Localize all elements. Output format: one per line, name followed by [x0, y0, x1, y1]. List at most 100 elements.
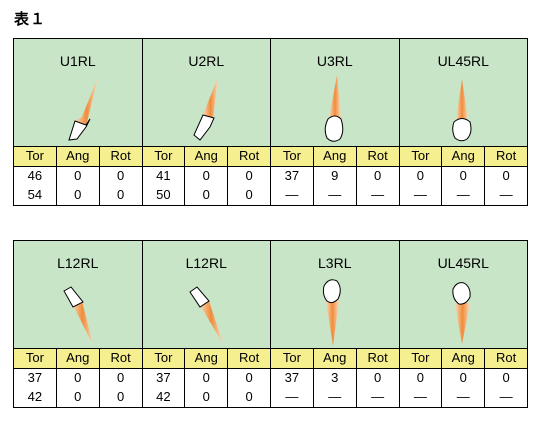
value-cell: 42 [156, 389, 171, 404]
tooth-name: UL45RL [437, 53, 489, 69]
value-row: 42 0 0 [14, 388, 142, 407]
column-header-label: Tor [154, 148, 173, 164]
value-row: 37 3 0 [271, 369, 399, 388]
lower-incisor-icon [63, 286, 93, 345]
upper-lateral-incisor-icon [192, 77, 218, 141]
column-header-label: Rot [484, 147, 527, 166]
value-row: — — — [400, 186, 528, 205]
column-header-label: Tor [411, 148, 430, 164]
value-cell: 0 [55, 186, 99, 205]
value-cell: 0 [441, 167, 484, 186]
column-header-label: Tor [411, 350, 430, 366]
value-cell: 42 [27, 389, 43, 404]
column-header-label: Rot [227, 349, 270, 368]
value-cell: 0 [227, 388, 270, 407]
value-cell: — [285, 389, 299, 404]
column-header: Tor Ang Rot [142, 349, 270, 369]
column-header-label: Tor [282, 148, 301, 164]
value-row: 54 0 0 [14, 186, 142, 205]
tooth-name: L3RL [318, 255, 352, 271]
tooth-name: L12RL [57, 255, 99, 271]
value-cell: 0 [184, 167, 227, 186]
column-header-label: Ang [55, 349, 99, 368]
value-row: — — — [271, 388, 399, 407]
column-header-label: Tor [282, 350, 301, 366]
tooth-cell: L12RL Tor Ang Rot 37 0 0 42 0 0 [14, 241, 143, 407]
column-header-label: Ang [441, 147, 484, 166]
column-header-label: Ang [312, 147, 356, 166]
tooth-name: UL45RL [437, 255, 489, 271]
value-cell: 50 [156, 187, 171, 202]
value-cell: 3 [312, 369, 356, 388]
value-cell: 0 [484, 369, 527, 388]
value-cell: 0 [227, 167, 270, 186]
table-title: 表１ [14, 11, 47, 28]
value-row: — — — [271, 186, 399, 205]
value-cell: 0 [441, 369, 484, 388]
value-cell: 37 [284, 168, 300, 183]
value-cell: 0 [416, 168, 425, 183]
value-cell: 0 [98, 388, 142, 407]
column-header-label: Rot [355, 349, 399, 368]
value-row: 37 9 0 [271, 167, 399, 186]
value-cell: — [312, 388, 356, 407]
value-cell: 0 [355, 167, 399, 186]
column-header: Tor Ang Rot [271, 147, 399, 167]
column-header-label: Ang [312, 349, 356, 368]
column-header-label: Tor [154, 350, 173, 366]
value-cell: 46 [27, 168, 43, 183]
column-header-label: Rot [484, 349, 527, 368]
column-header-label: Ang [55, 147, 99, 166]
column-header: Tor Ang Rot [271, 349, 399, 369]
value-cell: 37 [284, 370, 300, 385]
value-cell: 0 [184, 186, 227, 205]
column-header-label: Rot [355, 147, 399, 166]
tooth-name: U1RL [59, 53, 96, 69]
tooth-cell: UL45RL Tor Ang Rot 000 — — — [399, 39, 528, 205]
value-cell: 0 [184, 369, 227, 388]
value-cell: — [355, 388, 399, 407]
value-row: 42 0 0 [143, 388, 271, 407]
lower-canine-icon [322, 279, 341, 346]
column-header-label: Ang [441, 349, 484, 368]
value-cell: 41 [156, 168, 171, 183]
value-cell: 0 [55, 369, 99, 388]
column-header: Tor Ang Rot [142, 147, 270, 167]
column-header-label: Ang [184, 349, 227, 368]
tooth-name: L12RL [185, 255, 227, 271]
value-cell: 0 [484, 167, 527, 186]
column-header: Tor Ang Rot [399, 147, 527, 167]
value-cell: — [413, 389, 427, 404]
value-cell: 0 [184, 388, 227, 407]
upper-canine-icon [324, 75, 344, 142]
value-cell: — [285, 187, 299, 202]
value-cell: 0 [227, 369, 270, 388]
tooth-cell: U1RL Tor Ang Rot 46 0 0 54 0 0 [14, 39, 143, 205]
value-row: 37 0 0 [14, 369, 142, 388]
value-cell: 37 [156, 370, 171, 385]
tooth-table-row-lower: L12RL Tor Ang Rot 37 0 0 42 0 0 L12RL Tor Ang Ro… [13, 240, 528, 408]
value-cell: 0 [98, 186, 142, 205]
tooth-cell: L3RL Tor Ang Rot 37 3 0 — — — [271, 241, 400, 407]
value-cell: — [413, 187, 427, 202]
value-cell: 0 [98, 167, 142, 186]
column-header-label: Rot [98, 349, 142, 368]
value-cell: — [441, 388, 484, 407]
tooth-cell: UL45RL Tor Ang Rot 000 — — — [399, 241, 528, 407]
upper-premolar-icon [451, 79, 471, 142]
tooth-table-row-upper: U1RL Tor Ang Rot 46 0 0 54 0 0 U2RL Tor Ang Rot … [13, 38, 528, 206]
value-cell: 0 [416, 370, 425, 385]
value-cell: 9 [312, 167, 356, 186]
value-cell: — [355, 186, 399, 205]
lower-incisor-icon [188, 286, 223, 344]
upper-incisor-icon [68, 77, 98, 141]
value-cell: 0 [98, 369, 142, 388]
column-header-label: Rot [98, 147, 142, 166]
column-header: Tor Ang Rot [14, 147, 142, 167]
value-cell: 0 [55, 388, 99, 407]
value-row: — — — [400, 388, 528, 407]
value-row: 41 0 0 [143, 167, 271, 186]
column-header-label: Ang [184, 147, 227, 166]
